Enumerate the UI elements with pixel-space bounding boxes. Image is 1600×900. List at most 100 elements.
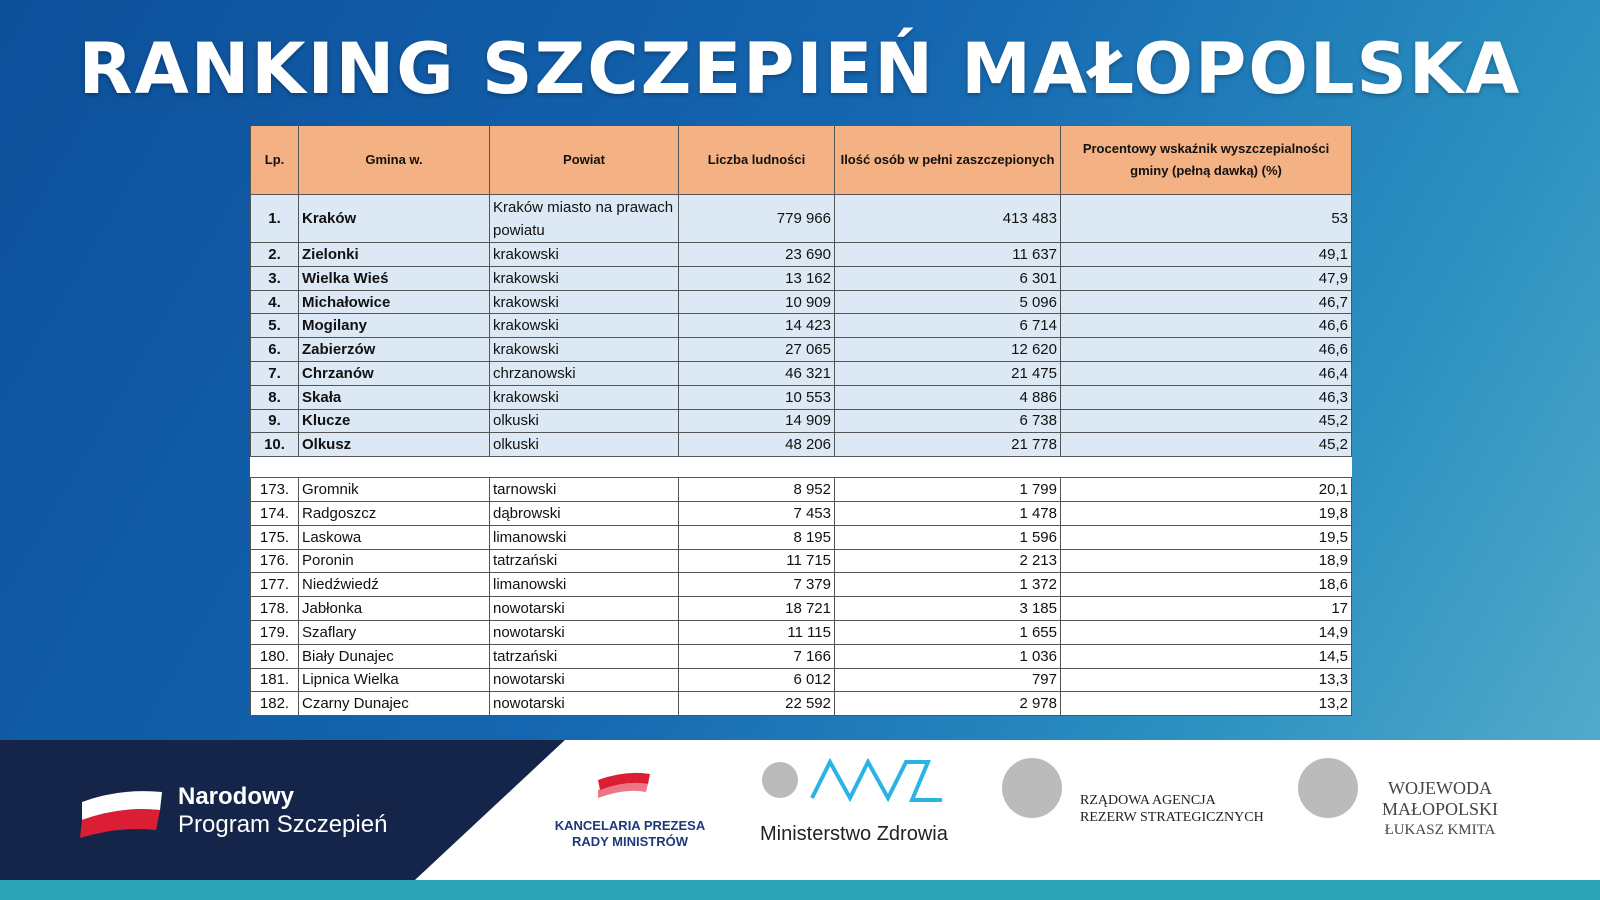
table-cell: 18,9 xyxy=(1061,549,1352,574)
table-cell: dąbrowski xyxy=(490,501,679,526)
woj-line2: MAŁOPOLSKI xyxy=(1381,799,1498,819)
mz-text: Ministerstwo Zdrowia xyxy=(760,823,948,845)
table-cell: 6 714 xyxy=(835,314,1061,339)
table-cell: 47,9 xyxy=(1061,266,1352,291)
table-row: 174. Radgoszcz dąbrowski 7 453 1 478 19,8 xyxy=(250,501,1352,526)
table-row: 3. Wielka Wieś krakowski 13 162 6 301 47,9 xyxy=(250,266,1352,291)
table-cell: Czarny Dunajec xyxy=(299,692,490,717)
table-cell: 176. xyxy=(250,549,299,574)
table-cell: 9. xyxy=(250,409,299,434)
table-cell: tatrzański xyxy=(490,644,679,669)
table-cell: 11 637 xyxy=(835,243,1061,267)
table-row: 4. Michałowice krakowski 10 909 5 096 46,7 xyxy=(250,290,1352,315)
table-cell: 13,3 xyxy=(1061,668,1352,693)
table-cell: Poronin xyxy=(299,549,490,574)
header-cell: Liczba ludności xyxy=(679,126,835,195)
table-cell: 178. xyxy=(250,597,299,621)
table-cell: 6 301 xyxy=(835,266,1061,291)
table-cell: limanowski xyxy=(490,525,679,550)
table-cell: 17 xyxy=(1061,597,1352,621)
table-cell: 14,5 xyxy=(1061,644,1352,669)
header-cell: Powiat xyxy=(490,126,679,195)
header-cell: Lp. xyxy=(250,126,299,195)
table-cell: 2 213 xyxy=(835,549,1061,574)
woj-line1: WOJEWODA xyxy=(1388,778,1492,798)
table-cell: 6. xyxy=(250,338,299,362)
table-cell: olkuski xyxy=(490,409,679,434)
table-cell: 180. xyxy=(250,644,299,669)
table-cell: 1 655 xyxy=(835,620,1061,645)
table-cell: 46 321 xyxy=(679,361,835,386)
table-cell: 10 553 xyxy=(679,385,835,410)
table-cell: 173. xyxy=(250,478,299,502)
table-cell: 1. xyxy=(250,195,299,243)
table-cell: 20,1 xyxy=(1061,478,1352,502)
table-row: 178. Jabłonka nowotarski 18 721 3 185 17 xyxy=(250,597,1352,621)
table-row: 8. Skała krakowski 10 553 4 886 46,3 xyxy=(250,385,1352,410)
footer-dark xyxy=(0,740,565,880)
table-cell: 46,4 xyxy=(1061,361,1352,386)
table-cell: 45,2 xyxy=(1061,433,1352,458)
table-cell: nowotarski xyxy=(490,620,679,645)
header-cell: Procentowy wskaźnik wyszczepialności gmi… xyxy=(1061,126,1352,195)
table-row: 6. Zabierzów krakowski 27 065 12 620 46,6 xyxy=(250,338,1352,362)
table-cell: 11 715 xyxy=(679,549,835,574)
program-line1: Narodowy xyxy=(178,783,295,810)
table-cell: 177. xyxy=(250,573,299,598)
table-cell: 8 195 xyxy=(679,525,835,550)
table-cell: 2 978 xyxy=(835,692,1061,717)
table-cell: Kraków miasto na prawach powiatu xyxy=(490,195,679,243)
table-cell: 14 909 xyxy=(679,409,835,434)
kprm-text: KANCELARIA PREZESA RADY MINISTRÓW xyxy=(545,818,715,850)
table-cell: Gromnik xyxy=(299,478,490,502)
table-cell: 53 xyxy=(1061,195,1352,243)
table-cell: olkuski xyxy=(490,433,679,458)
kprm-flag2 xyxy=(598,782,648,798)
table-cell: 7 166 xyxy=(679,644,835,669)
table-cell: 7. xyxy=(250,361,299,386)
table-cell: 4 886 xyxy=(835,385,1061,410)
table-cell: 12 620 xyxy=(835,338,1061,362)
woj-eagle xyxy=(1298,758,1358,818)
table-row: 175. Laskowa limanowski 8 195 1 596 19,5 xyxy=(250,525,1352,550)
table-cell: 175. xyxy=(250,525,299,550)
table-cell: Niedźwiedź xyxy=(299,573,490,598)
table-cell: 6 012 xyxy=(679,668,835,693)
table-cell: 7 379 xyxy=(679,573,835,598)
table-cell: krakowski xyxy=(490,290,679,315)
table-cell: 18,6 xyxy=(1061,573,1352,598)
table-cell: 45,2 xyxy=(1061,409,1352,434)
table-cell: nowotarski xyxy=(490,692,679,717)
table-cell: 14 423 xyxy=(679,314,835,339)
table-cell: 13 162 xyxy=(679,266,835,291)
table-cell: 779 966 xyxy=(679,195,835,243)
table-cell: 13,2 xyxy=(1061,692,1352,717)
table-cell: 181. xyxy=(250,668,299,693)
table-row: 2. Zielonki krakowski 23 690 11 637 49,1 xyxy=(250,243,1352,267)
table-cell: 2. xyxy=(250,243,299,267)
table-cell: 1 372 xyxy=(835,573,1061,598)
title: RANKING SZCZEPIEŃ MAŁOPOLSKA xyxy=(78,28,1522,110)
table-row: 9. Klucze olkuski 14 909 6 738 45,2 xyxy=(250,409,1352,434)
table-cell: 49,1 xyxy=(1061,243,1352,267)
table-cell: 4. xyxy=(250,290,299,315)
table-row: 5. Mogilany krakowski 14 423 6 714 46,6 xyxy=(250,314,1352,339)
table-cell: 48 206 xyxy=(679,433,835,458)
table-cell: 46,3 xyxy=(1061,385,1352,410)
kprm-flag xyxy=(598,772,650,790)
table-cell: 23 690 xyxy=(679,243,835,267)
table-row: 176. Poronin tatrzański 11 715 2 213 18,9 xyxy=(250,549,1352,574)
table-cell: nowotarski xyxy=(490,597,679,621)
kprm-line1: KANCELARIA PREZESA xyxy=(554,818,706,833)
table-cell: 18 721 xyxy=(679,597,835,621)
table-cell: Skała xyxy=(299,385,490,410)
table-cell: krakowski xyxy=(490,243,679,267)
table-cell: krakowski xyxy=(490,314,679,339)
table-cell: 22 592 xyxy=(679,692,835,717)
table-cell: 8. xyxy=(250,385,299,410)
table-cell: 10 909 xyxy=(679,290,835,315)
table-row: 181. Lipnica Wielka nowotarski 6 012 797 13,3 xyxy=(250,668,1352,693)
table-row: 7. Chrzanów chrzanowski 46 321 21 475 46,4 xyxy=(250,361,1352,386)
table-row: 173. Gromnik tarnowski 8 952 1 799 20,1 xyxy=(250,478,1352,502)
